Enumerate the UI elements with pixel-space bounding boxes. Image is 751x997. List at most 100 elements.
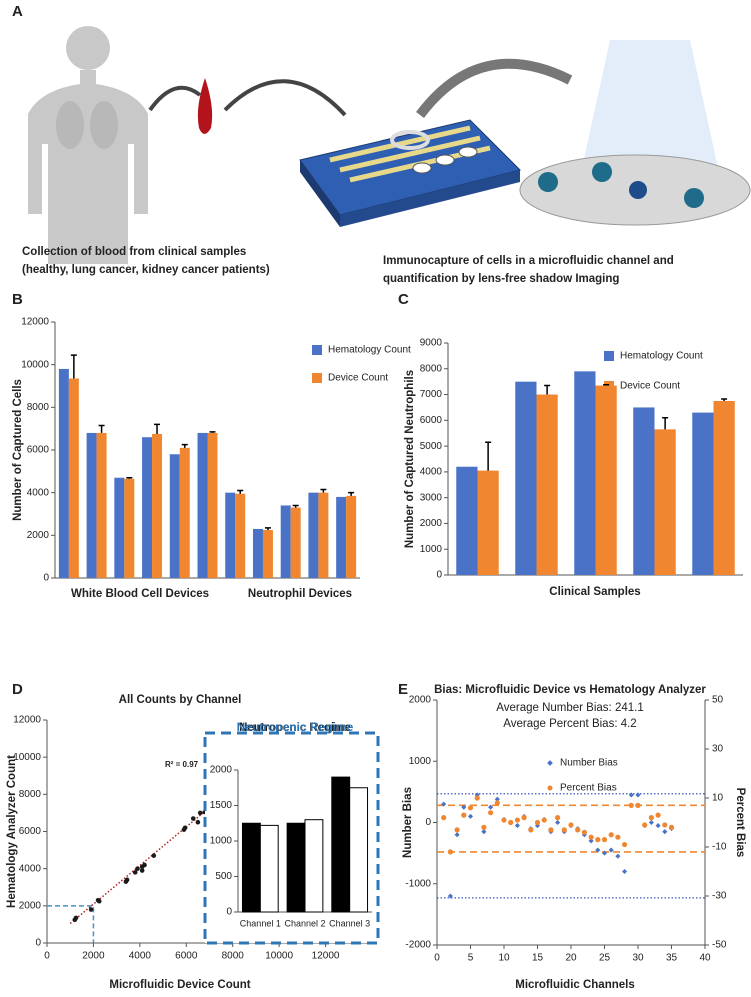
error-bar <box>292 504 299 508</box>
y-axis-label: Number of Captured Neutrophils <box>404 370 416 548</box>
error-bar <box>209 431 216 433</box>
point <box>514 823 520 829</box>
point <box>601 850 608 856</box>
tick-label: 0 <box>434 953 440 964</box>
tick-label: 2000 <box>82 951 105 962</box>
bar <box>241 822 261 913</box>
x-tick-label: Channel 3 <box>329 918 370 928</box>
point <box>96 898 102 904</box>
tick-label: 8000 <box>27 402 50 413</box>
point <box>622 868 628 875</box>
bar <box>654 429 676 575</box>
bar <box>336 496 347 578</box>
x-axis-label: Clinical Samples <box>549 586 640 598</box>
legend-label: Hematology Count <box>328 345 411 356</box>
tick-label: 1000 <box>420 544 443 555</box>
legend-swatch <box>312 345 322 355</box>
bar <box>346 495 357 578</box>
y2-axis-label: Percent Bias <box>734 788 746 858</box>
point <box>608 832 614 838</box>
tick-label: 2000 <box>19 900 42 911</box>
legend-label: Percent Bias <box>560 783 617 794</box>
group-label: Neutrophil Devices <box>248 588 352 600</box>
annotation: R² = 0.97 <box>165 760 199 769</box>
point <box>595 837 601 843</box>
bar <box>114 477 125 578</box>
panel-label: C <box>398 291 409 308</box>
tick-label: 6000 <box>175 951 198 962</box>
bar <box>259 824 279 913</box>
y-axis-label: Hematology Analyzer Count <box>6 755 18 908</box>
legend-marker <box>547 785 553 791</box>
error-bar <box>603 384 610 386</box>
point <box>628 802 634 808</box>
point <box>608 847 614 853</box>
point <box>142 862 147 868</box>
panel-label: D <box>12 681 23 698</box>
point <box>555 815 561 821</box>
point <box>467 805 474 811</box>
point <box>655 812 661 818</box>
tick-label: 1000 <box>210 836 233 847</box>
tick-label: 7000 <box>420 389 443 400</box>
point <box>135 866 140 871</box>
bar <box>179 447 190 578</box>
tick-label: 50 <box>712 695 724 706</box>
bar <box>290 507 301 578</box>
point <box>642 822 648 828</box>
y-axis-label: Number of Captured Cells <box>12 379 24 521</box>
group-label: White Blood Cell Devices <box>71 588 209 600</box>
tick-label: 8000 <box>222 951 245 962</box>
legend-swatch <box>312 373 322 383</box>
point <box>461 812 467 818</box>
point <box>182 825 188 831</box>
error-bar <box>721 398 728 401</box>
chart-title: All Counts by Channel <box>119 694 242 706</box>
point <box>124 877 130 883</box>
bar <box>86 432 97 578</box>
point <box>132 870 138 875</box>
caption: Collection of blood from clinical sample… <box>22 246 246 258</box>
bar <box>142 437 153 578</box>
panel-label: E <box>398 681 408 698</box>
legend-label: Device Count <box>620 381 680 392</box>
x-axis-label: Microfluidic Channels <box>515 979 635 991</box>
tick-label: 8000 <box>420 363 443 374</box>
error-bar <box>662 417 669 430</box>
bar <box>595 385 617 575</box>
tick-label: 30 <box>632 953 644 964</box>
tick-label: 10000 <box>265 951 293 962</box>
tick-label: -2000 <box>405 940 431 951</box>
bar <box>692 412 714 575</box>
bar <box>68 378 79 578</box>
tick-label: -10 <box>712 842 727 853</box>
error-bar <box>181 443 188 448</box>
point <box>561 827 567 833</box>
bar <box>207 432 218 578</box>
panel-label: B <box>12 291 23 308</box>
tick-label: 15 <box>532 953 544 964</box>
tick-label: -30 <box>712 891 727 902</box>
tick-label: 5 <box>468 953 474 964</box>
error-bar <box>70 354 77 379</box>
inset-title: Neutropenic Regime <box>237 720 354 734</box>
point <box>151 853 157 858</box>
bar <box>713 401 735 575</box>
error-bar <box>485 441 492 471</box>
tick-label: 6000 <box>19 826 42 837</box>
point <box>635 802 641 808</box>
point <box>668 824 675 831</box>
tick-label: 4000 <box>420 467 443 478</box>
tick-label: -50 <box>712 940 727 951</box>
tick-label: 500 <box>215 871 232 882</box>
subtitle: Average Percent Bias: 4.2 <box>503 718 636 730</box>
point <box>514 817 521 823</box>
tick-label: -1000 <box>405 878 431 889</box>
bar <box>477 470 499 575</box>
point <box>648 815 655 821</box>
point <box>190 816 196 821</box>
tick-label: 6000 <box>420 415 443 426</box>
tick-label: 1500 <box>210 800 233 811</box>
point <box>662 822 668 828</box>
